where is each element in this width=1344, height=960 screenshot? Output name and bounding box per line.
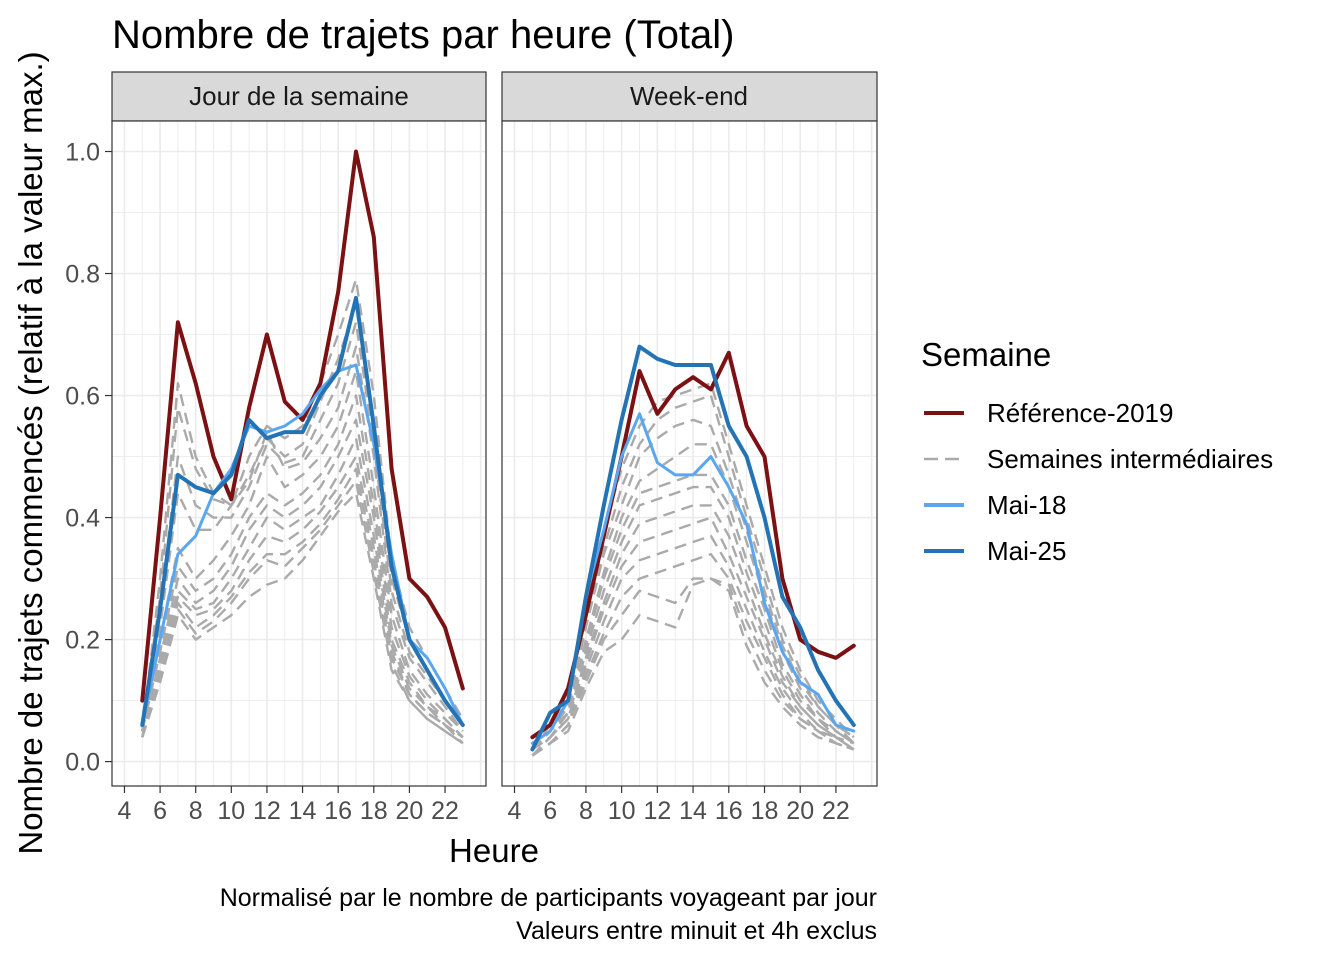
- facet-strip-weekday: [111, 71, 487, 122]
- x-tick-label: 20: [396, 797, 424, 825]
- lines-weekday: [140, 149, 465, 745]
- y-tick-label: 0.2: [65, 627, 100, 655]
- legend-label-1: Semaines intermédiaires: [987, 444, 1273, 474]
- x-tick-label: 20: [786, 797, 814, 825]
- panel-border-weekday: [111, 120, 487, 787]
- x-tick-label: 14: [679, 797, 707, 825]
- legend-title: Semaine: [921, 336, 1051, 373]
- series-line-intermediate-weekend: [531, 577, 855, 757]
- x-tick-label: 16: [715, 797, 743, 825]
- series-line-intermediate-weekend: [531, 504, 855, 757]
- lines-weekend: [530, 344, 856, 757]
- x-tick-label: 10: [217, 797, 245, 825]
- x-tick-label: 14: [289, 797, 317, 825]
- series-line-intermediate-weekend: [531, 473, 855, 751]
- facet-panel-weekend: Week-end 4 6 8 10 12 14 16 18 20 22: [501, 71, 878, 825]
- y-axis-ticks: 0.0 0.2 0.4 0.6 0.8 1.0: [65, 139, 112, 777]
- x-ticks-weekday: 4 6 8 10 12 14 16 18 20 22: [118, 786, 459, 825]
- x-tick-label: 4: [508, 797, 522, 825]
- series-line-intermediate-weekday: [141, 492, 464, 745]
- series-line-intermediate-weekday: [141, 345, 464, 732]
- series-line-intermediate-weekday: [141, 437, 464, 739]
- y-tick-label: 0.0: [65, 749, 100, 777]
- x-tick-label: 12: [253, 797, 281, 825]
- caption-line-1: Normalisé par le nombre de participants …: [220, 884, 877, 912]
- chart-title: Nombre de trajets par heure (Total): [112, 13, 735, 57]
- series-line-intermediate-weekend: [531, 577, 855, 757]
- panel-background-weekend: [502, 121, 877, 786]
- series-line-intermediate-weekday: [141, 369, 464, 738]
- x-tick-label: 4: [118, 797, 132, 825]
- facet-panel-weekday: Jour de la semaine 4 6 8 10 12 14 16 18 20 22: [111, 71, 487, 825]
- series-line-intermediate-weekday: [141, 467, 464, 745]
- legend-label-0: Référence-2019: [987, 398, 1173, 428]
- legend: Semaine Référence-2019 Semaines intermédi…: [921, 336, 1273, 566]
- x-tick-label: 16: [324, 797, 352, 825]
- series-line-intermediate-weekend: [531, 534, 855, 757]
- x-tick-label: 6: [153, 797, 167, 825]
- x-tick-label: 6: [543, 797, 557, 825]
- x-tick-label: 10: [608, 797, 636, 825]
- series-line-intermediate-weekday: [141, 418, 464, 739]
- series-line-r-f-rence-2019-weekend: [530, 350, 856, 740]
- series-line-r-f-rence-2019-weekday: [140, 149, 465, 703]
- facet-strip-weekend: [501, 71, 878, 122]
- x-tick-label: 12: [643, 797, 671, 825]
- series-line-intermediate-weekend: [531, 443, 855, 751]
- series-line-intermediate-weekend: [531, 485, 855, 751]
- y-tick-label: 0.6: [65, 383, 100, 411]
- series-line-mai-25-weekend: [530, 344, 856, 752]
- x-tick-label: 8: [189, 797, 203, 825]
- y-tick-label: 0.4: [65, 505, 100, 533]
- y-tick-label: 0.8: [65, 261, 100, 289]
- panel-border-weekend: [501, 120, 878, 787]
- y-tick-label: 1.0: [65, 139, 100, 167]
- series-line-mai-25-weekday: [140, 295, 465, 727]
- facet-label-weekday: Jour de la semaine: [189, 81, 409, 111]
- series-line-intermediate-weekday: [141, 321, 464, 732]
- y-axis-title: Nombre de trajets commencés (relatif à l…: [12, 51, 49, 854]
- series-line-intermediate-weekday: [141, 394, 464, 739]
- series-line-intermediate-weekday: [141, 278, 464, 732]
- legend-label-3: Mai-25: [987, 536, 1066, 566]
- caption-line-2: Valeurs entre minuit et 4h exclus: [516, 917, 877, 945]
- facet-label-weekend: Week-end: [630, 81, 748, 111]
- x-tick-label: 22: [822, 797, 850, 825]
- x-tick-label: 22: [431, 797, 459, 825]
- x-ticks-weekend: 4 6 8 10 12 14 16 18 20 22: [508, 786, 850, 825]
- legend-label-2: Mai-18: [987, 490, 1066, 520]
- x-tick-label: 18: [751, 797, 779, 825]
- x-tick-label: 8: [579, 797, 593, 825]
- series-line-intermediate-weekday: [141, 479, 464, 745]
- x-axis-title: Heure: [449, 832, 539, 869]
- x-tick-label: 18: [360, 797, 388, 825]
